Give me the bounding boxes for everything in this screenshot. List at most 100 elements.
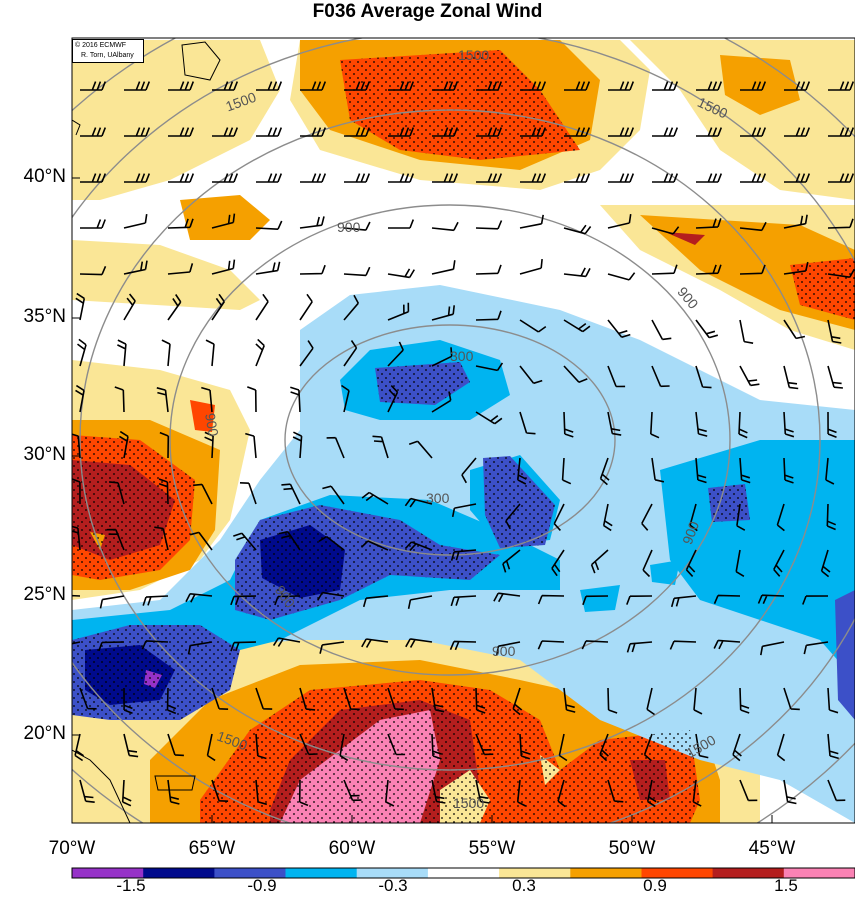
wind-barb [695,457,707,484]
colorbar-swatch [783,868,855,878]
wind-barb [75,384,85,413]
wind-barb [537,594,565,605]
wind-barb [713,639,741,650]
wind-barb [168,127,195,137]
wind-barb [255,261,281,275]
wind-barb [693,687,703,715]
lon-label-45: 45°W [748,838,796,859]
colorbar-label-n03: -0.3 [378,876,408,895]
wind-barb [388,219,415,229]
wind-barb [451,503,477,518]
wind-barb [432,81,459,91]
wind-barb [476,127,503,137]
wind-barb [582,595,609,606]
wind-barb [278,530,301,551]
wind-barb [326,436,345,459]
wind-barb [651,457,665,483]
wind-barb [256,127,283,137]
wind-barb [520,173,547,183]
wind-barb [255,779,268,806]
wind-barb [563,224,592,235]
wind-barb [475,687,486,714]
wind-barb [405,638,433,648]
wind-barb [537,640,565,650]
wind-barb [519,319,547,333]
wind-barb [360,540,389,551]
colorbar-frame [71,867,855,879]
wind-barb [784,173,811,183]
wind-barb [626,595,653,605]
wind-barb [212,173,239,183]
wind-barb [828,81,855,91]
wind-barb [72,433,81,459]
wind-barb [695,365,712,389]
wind-barb [641,503,653,531]
wind-barb [827,218,854,229]
wind-barb [607,365,626,388]
wind-barb [827,733,839,760]
wind-barb [475,264,502,275]
wind-barb [167,779,180,805]
colorbar-swatch [72,868,144,878]
wind-barb [205,339,215,367]
wind-barb [154,526,169,551]
wind-barb [650,411,660,439]
wind-barb [651,365,670,388]
wind-barb [245,432,257,459]
wind-barb [695,733,709,759]
wind-barb [343,779,362,802]
wind-barb [256,173,283,183]
wind-barb [607,213,632,229]
wind-barb [206,733,216,762]
wind-barb [193,483,213,505]
wind-barb [79,687,97,710]
lat-label-40: 40°N [23,166,66,187]
wind-barb [281,483,301,505]
wind-barb [563,411,574,438]
wind-barb [299,216,325,229]
wind-barb [300,127,327,137]
credit-box: © 2016 ECMWF R. Torn, UAlbany [72,39,144,63]
colorbar-label-n09: -0.9 [247,876,277,895]
wind-barb [387,733,406,756]
wind-barb [167,218,194,229]
axis-ticks [72,177,773,823]
wind-barb [760,641,785,656]
wind-barb [256,81,283,91]
colorbar-swatch [143,868,215,878]
wind-barb [142,595,169,606]
wind-barb [255,733,267,760]
wind-barb [75,292,86,321]
wind-barb [387,341,404,367]
wind-barb [211,293,225,321]
wind-barb [204,431,214,459]
wind-barb [141,640,169,650]
wind-barb [784,81,811,91]
wind-barb [475,310,502,321]
wind-barb [828,127,855,137]
wind-barb [783,457,794,484]
wind-barb [692,779,702,807]
lat-label-20: 20°N [23,723,66,744]
wind-barb [431,260,456,275]
lon-label-65: 65°W [188,838,236,859]
wind-barb [431,687,445,713]
lon-label-50: 50°W [608,838,656,859]
wind-barb [299,733,318,756]
wind-barb [187,641,213,655]
wind-barb [299,293,313,321]
coastlines [72,41,221,823]
wind-barb [643,733,653,762]
wind-barb [475,779,490,804]
lon-label-55: 55°W [468,838,516,859]
wind-barb [670,595,697,608]
wind-barb [607,411,622,436]
wind-barb [519,365,543,385]
map-frame [71,37,855,824]
wind-barb [124,173,151,183]
wind-barb [387,302,410,321]
colorbar-label-p03: 0.3 [512,876,536,895]
wind-barb [431,305,455,321]
wind-barb [431,347,453,367]
wind-barb [581,640,609,650]
